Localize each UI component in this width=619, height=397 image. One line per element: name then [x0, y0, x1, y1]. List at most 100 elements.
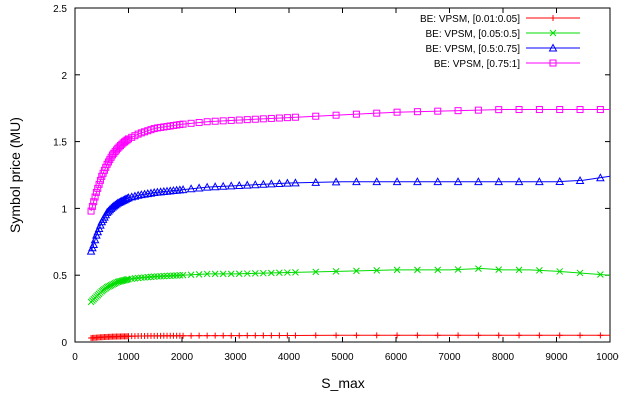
- data-point: [178, 185, 188, 194]
- data-point: [91, 193, 99, 201]
- y-tick-label: 1: [61, 204, 67, 215]
- series-line: [90, 109, 610, 212]
- data-point: [475, 265, 482, 273]
- data-point: [596, 106, 604, 114]
- data-point: [104, 206, 113, 215]
- data-point: [454, 266, 462, 273]
- data-point: [392, 177, 402, 186]
- data-point: [577, 332, 584, 339]
- data-point: [453, 177, 463, 186]
- data-point: [474, 177, 483, 186]
- data-point: [352, 110, 360, 118]
- y-tick-label: 1.5: [53, 138, 67, 149]
- data-point: [95, 180, 103, 188]
- data-point: [283, 114, 291, 122]
- data-point: [203, 118, 211, 126]
- data-point: [259, 269, 267, 277]
- data-point: [548, 43, 558, 52]
- data-point: [291, 178, 300, 187]
- legend: BE: VPSM, [0.01:0.05] BE: VPSM, [0.05:0.5…: [420, 14, 580, 70]
- x-tick-label: 7000: [438, 352, 461, 363]
- x-axis-title: S_max: [321, 375, 365, 391]
- data-point: [331, 177, 341, 186]
- series-2: [87, 265, 611, 306]
- data-point: [92, 188, 100, 196]
- data-point: [413, 108, 421, 116]
- data-point: [536, 266, 543, 274]
- data-point: [312, 268, 320, 276]
- data-point: [121, 194, 131, 203]
- data-point: [195, 119, 203, 127]
- data-point: [311, 177, 321, 186]
- data-point: [333, 332, 340, 339]
- x-tick-label: 6000: [385, 352, 408, 363]
- y-tick-label: 2: [61, 71, 67, 82]
- plot-frame: [74, 7, 611, 343]
- legend-label: BE: VPSM, [0.75:1]: [434, 59, 520, 70]
- data-point: [516, 332, 523, 339]
- data-point: [186, 184, 196, 193]
- data-point: [535, 106, 543, 114]
- data-point: [515, 106, 523, 114]
- data-point: [96, 176, 104, 184]
- data-point: [211, 117, 219, 125]
- data-point: [454, 107, 462, 115]
- data-point: [227, 270, 235, 278]
- y-tick-label: 2.5: [53, 4, 67, 15]
- data-point: [596, 173, 605, 182]
- data-point: [226, 181, 236, 190]
- data-point: [312, 332, 319, 339]
- data-point: [212, 332, 219, 339]
- data-point: [353, 332, 360, 339]
- data-point: [137, 190, 146, 199]
- data-point: [549, 59, 557, 67]
- x-tick-label: 5000: [331, 352, 354, 363]
- data-point: [514, 177, 524, 186]
- data-point: [292, 269, 299, 276]
- data-point: [352, 177, 361, 186]
- data-point: [188, 332, 195, 339]
- x-tick-label: 3000: [224, 352, 247, 363]
- data-point: [258, 179, 268, 188]
- data-point: [87, 207, 95, 215]
- data-point: [292, 332, 299, 339]
- data-point: [575, 175, 585, 185]
- y-tick-label: 0.5: [53, 271, 67, 282]
- data-point: [414, 266, 421, 274]
- data-point: [102, 207, 112, 216]
- data-point: [90, 198, 98, 206]
- data-point: [235, 116, 243, 124]
- data-point: [373, 109, 381, 117]
- data-point: [536, 332, 543, 339]
- data-point: [260, 332, 267, 339]
- x-tick-label: 4000: [278, 352, 301, 363]
- data-point: [576, 269, 584, 277]
- data-point: [251, 270, 259, 277]
- data-point: [180, 332, 187, 339]
- legend-label: BE: VPSM, [0.5:0.75]: [426, 44, 521, 55]
- data-point: [597, 332, 604, 339]
- series-3: [86, 173, 611, 255]
- series-layer: [86, 106, 611, 341]
- data-point: [284, 269, 291, 276]
- data-point: [494, 177, 504, 186]
- y-axis-ticks: 0 0.5 1 1.5 2 2.5: [53, 4, 610, 349]
- data-point: [353, 267, 360, 275]
- x-axis-ticks: 0 1000 2000 3000 4000 5000 6000 7000 8000 9000 100…: [72, 8, 619, 363]
- data-point: [267, 114, 275, 122]
- data-point: [187, 119, 195, 127]
- data-point: [276, 332, 283, 339]
- data-point: [88, 202, 96, 210]
- data-point: [242, 180, 252, 189]
- data-point: [474, 106, 482, 114]
- data-point: [130, 191, 140, 200]
- data-point: [267, 269, 275, 277]
- data-point: [556, 106, 564, 114]
- data-point: [243, 270, 251, 277]
- data-point: [535, 177, 544, 186]
- data-point: [143, 189, 153, 198]
- data-point: [515, 266, 523, 274]
- data-point: [495, 106, 503, 114]
- data-point: [550, 15, 556, 21]
- data-point: [251, 115, 259, 123]
